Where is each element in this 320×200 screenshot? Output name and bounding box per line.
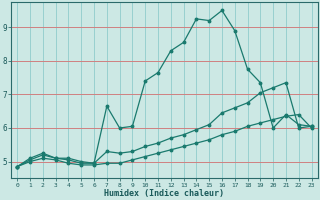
X-axis label: Humidex (Indice chaleur): Humidex (Indice chaleur) [104, 189, 224, 198]
